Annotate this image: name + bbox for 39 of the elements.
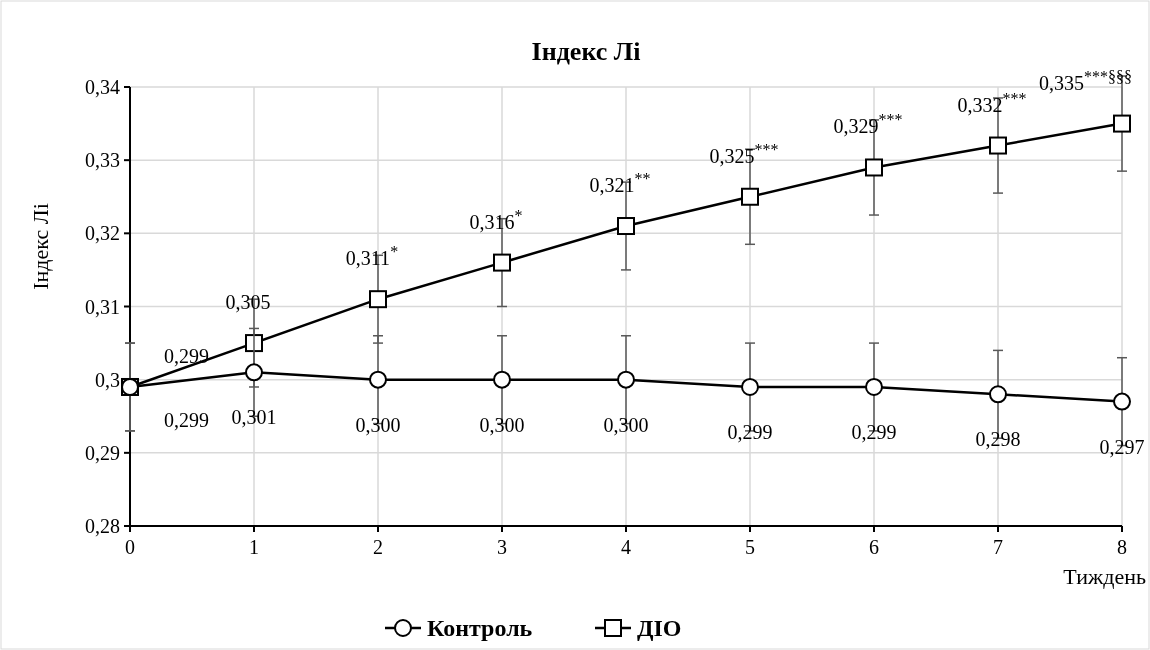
x-tick-label: 3: [497, 536, 507, 558]
data-label: 0,300: [355, 413, 401, 436]
data-label: 0,301: [231, 406, 277, 429]
legend-label: ДІО: [637, 615, 682, 642]
data-label: 0,299: [727, 420, 773, 443]
data-label: 0,300: [479, 413, 525, 436]
y-axis-title: Індекс Лі: [28, 203, 53, 290]
chart-title: Індекс Лі: [531, 37, 641, 66]
y-tick-label: 0,31: [85, 295, 120, 318]
legend-label: Контроль: [427, 615, 533, 642]
data-label: 0,321$^{**}$: [589, 169, 651, 197]
data-label: 0,299: [851, 420, 897, 443]
data-label: 0,325$^{***}$: [709, 140, 779, 167]
y-tick-label: 0,34: [85, 76, 120, 98]
x-tick-label: 6: [869, 536, 879, 558]
x-tick-label: 5: [745, 536, 755, 558]
data-label: 0,299: [164, 408, 209, 431]
data-label: 0,299: [164, 344, 209, 367]
data-label: 0,297: [1099, 435, 1145, 458]
data-label: 0,311$^{*}$: [345, 242, 399, 270]
data-label: 0,316$^{*}$: [469, 206, 523, 233]
data-label: 0,298: [975, 428, 1021, 451]
data-label: 0,332$^{***}$: [957, 89, 1027, 116]
x-tick-label: 2: [373, 536, 383, 558]
y-tick-label: 0,28: [85, 515, 120, 537]
x-axis-title: Тиждень: [1063, 564, 1146, 589]
x-tick-label: 7: [993, 536, 1003, 558]
data-label: 0,305: [225, 291, 271, 314]
x-tick-label: 0: [125, 536, 135, 558]
y-tick-label: 0,32: [85, 222, 120, 245]
y-tick-label: 0,29: [85, 441, 120, 464]
y-tick-label: 0,33: [85, 149, 120, 172]
x-tick-label: 1: [249, 536, 259, 558]
data-label: 0,335$^{***§§§}$: [1039, 67, 1132, 94]
data-label: 0,329$^{***}$: [833, 110, 903, 138]
data-label: 0,300: [603, 413, 649, 436]
x-tick-label: 4: [621, 536, 631, 558]
x-tick-label: 8: [1117, 536, 1127, 558]
y-tick-label: 0,3: [95, 368, 120, 391]
